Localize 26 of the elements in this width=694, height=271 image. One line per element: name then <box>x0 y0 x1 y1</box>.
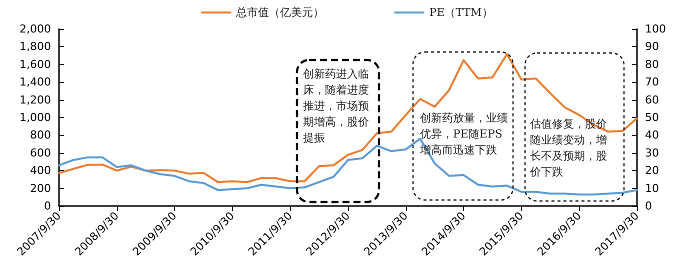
y-tick-label: 0 <box>44 200 51 212</box>
y-tick-label: 2,000 <box>20 22 51 36</box>
y2-tick-label: 90 <box>645 40 659 54</box>
y2-tick-label: 60 <box>645 93 659 106</box>
y2-tick-label: 100 <box>645 22 666 36</box>
y2-tick-label: 30 <box>645 146 659 160</box>
y2-tick-label: 20 <box>645 164 659 178</box>
y-tick-label: 1,400 <box>20 76 51 89</box>
legend-label: 总市值（亿美元） <box>235 6 324 19</box>
y-tick-label: 1,600 <box>20 58 51 71</box>
y-tick-label: 200 <box>30 182 51 195</box>
annotation: 创新药进入临床，随着进度推进，市场预期增高，股价提振 <box>303 68 369 144</box>
y-tick-label: 1,000 <box>20 111 51 124</box>
y2-tick-label: 40 <box>645 128 659 142</box>
y2-tick-label: 0 <box>645 200 652 212</box>
y-tick-label: 1,800 <box>20 40 51 54</box>
y-tick-label: 600 <box>30 146 51 160</box>
y2-tick-label: 10 <box>645 182 659 195</box>
y2-tick-label: 80 <box>645 58 659 71</box>
y2-tick-label: 70 <box>645 76 659 89</box>
y-tick-label: 400 <box>30 164 51 178</box>
line-series <box>58 53 638 184</box>
y-tick-label: 800 <box>30 128 51 142</box>
y-tick-label: 1,200 <box>20 93 51 106</box>
y2-tick-label: 50 <box>645 111 659 124</box>
legend-label: PE（TTM） <box>429 6 493 19</box>
